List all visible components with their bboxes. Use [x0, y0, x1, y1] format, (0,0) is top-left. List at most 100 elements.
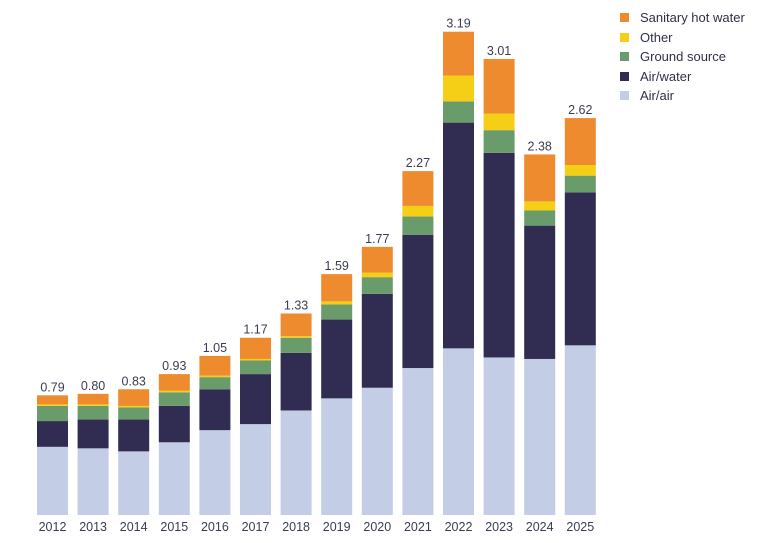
x-tick-label-2024: 2024 [526, 520, 554, 534]
total-label-2013: 0.80 [81, 379, 105, 393]
x-tick-label-2020: 2020 [363, 520, 391, 534]
bar-segment-other-2015 [158, 390, 190, 393]
bar-segment-air-water-2012 [37, 421, 68, 447]
legend-label: Other [640, 29, 673, 45]
bar-segment-air-water-2015 [158, 405, 190, 443]
bar-segment-air-air-2016 [199, 430, 231, 515]
bar-segment-ground-source-2024 [524, 210, 556, 226]
bar-segment-other-2012 [37, 404, 68, 406]
total-label-2022: 3.19 [446, 17, 470, 31]
bar-segment-other-2017 [240, 358, 271, 361]
bar-segment-air-air-2021 [402, 368, 434, 515]
total-label-2019: 1.59 [325, 259, 349, 273]
x-tick-label-2021: 2021 [404, 520, 432, 534]
legend-swatch [620, 91, 629, 101]
bar-segment-sanitary-hot-water-2014 [118, 389, 150, 406]
bar-segment-other-2025 [564, 165, 596, 176]
bar-segment-sanitary-hot-water-2022 [443, 31, 474, 76]
bar-segment-ground-source-2017 [240, 360, 271, 375]
legend-item-ground-source: Ground source [620, 47, 745, 67]
bar-segment-air-air-2018 [280, 410, 312, 515]
total-label-2014: 0.83 [122, 374, 146, 388]
bar-segment-sanitary-hot-water-2016 [199, 355, 231, 376]
bar-segment-sanitary-hot-water-2013 [77, 393, 109, 405]
bar-segment-sanitary-hot-water-2020 [361, 246, 393, 273]
x-tick-label-2015: 2015 [160, 520, 188, 534]
bar-segment-ground-source-2015 [158, 392, 190, 406]
bar-segment-sanitary-hot-water-2025 [564, 118, 596, 166]
legend-label: Ground source [640, 49, 726, 65]
bar-segment-air-water-2019 [321, 319, 353, 399]
bar-segment-other-2021 [402, 205, 434, 217]
legend-label: Sanitary hot water [640, 10, 745, 26]
legend-label: Air/air [640, 88, 674, 104]
legend-swatch [620, 52, 629, 62]
bar-segment-ground-source-2025 [564, 175, 596, 193]
bar-segment-air-air-2022 [443, 348, 474, 515]
total-label-2024: 2.38 [528, 139, 552, 153]
legend-item-sanitary-hot-water: Sanitary hot water [620, 8, 745, 28]
total-label-2018: 1.33 [284, 299, 308, 313]
bar-segment-air-air-2013 [77, 448, 109, 515]
x-tick-label-2018: 2018 [282, 520, 310, 534]
x-tick-label-2022: 2022 [445, 520, 473, 534]
x-tick-label-2025: 2025 [566, 520, 594, 534]
bar-segment-other-2013 [77, 404, 109, 406]
bar-segment-ground-source-2022 [443, 101, 474, 123]
legend-swatch [620, 71, 629, 81]
x-tick-label-2019: 2019 [323, 520, 351, 534]
legend-swatch [620, 32, 629, 42]
bar-segment-air-air-2023 [483, 357, 515, 515]
x-tick-label-2012: 2012 [39, 520, 67, 534]
bar-segment-ground-source-2018 [280, 337, 312, 353]
bar-segment-sanitary-hot-water-2021 [402, 171, 434, 206]
legend-label: Air/water [640, 68, 692, 84]
legend-item-air-air: Air/air [620, 86, 745, 106]
bar-segment-air-air-2025 [564, 345, 596, 515]
bar-segment-other-2020 [361, 272, 393, 278]
bar-segment-other-2016 [199, 375, 231, 378]
total-label-2017: 1.17 [243, 323, 267, 337]
bar-segment-ground-source-2023 [483, 130, 515, 153]
bar-segment-air-water-2018 [280, 352, 312, 411]
x-tick-label-2017: 2017 [242, 520, 270, 534]
bar-segment-sanitary-hot-water-2018 [280, 313, 312, 337]
total-label-2021: 2.27 [406, 156, 430, 170]
bar-segment-other-2014 [118, 405, 150, 408]
bar-segment-air-air-2014 [118, 451, 150, 515]
bar-segment-air-air-2017 [240, 424, 271, 515]
bar-segment-air-air-2020 [361, 387, 393, 515]
bar-segment-ground-source-2020 [361, 277, 393, 294]
x-tick-label-2013: 2013 [79, 520, 107, 534]
total-label-2015: 0.93 [162, 359, 186, 373]
x-tick-label-2014: 2014 [120, 520, 148, 534]
bar-segment-sanitary-hot-water-2015 [158, 374, 190, 391]
bar-segment-air-water-2013 [77, 419, 109, 449]
bar-segment-sanitary-hot-water-2019 [321, 274, 353, 302]
total-label-2016: 1.05 [203, 341, 227, 355]
bar-segment-air-water-2021 [402, 234, 434, 369]
total-label-2025: 2.62 [568, 103, 592, 117]
bar-segment-air-water-2025 [564, 192, 596, 346]
legend-item-other: Other [620, 28, 745, 48]
bar-segment-air-water-2017 [240, 374, 271, 425]
bar-segment-air-water-2020 [361, 293, 393, 388]
bar-segment-other-2018 [280, 336, 312, 338]
bar-segment-other-2019 [321, 301, 353, 305]
bar-segment-ground-source-2012 [37, 405, 68, 422]
bar-segment-sanitary-hot-water-2023 [483, 58, 515, 114]
bar-segment-air-water-2023 [483, 152, 515, 358]
x-tick-label-2016: 2016 [201, 520, 229, 534]
bar-segment-air-water-2022 [443, 122, 474, 349]
bar-segment-air-air-2019 [321, 398, 353, 515]
legend-item-air-water: Air/water [620, 67, 745, 87]
bar-segment-other-2022 [443, 75, 474, 102]
bar-segment-ground-source-2014 [118, 407, 150, 420]
bar-segment-ground-source-2016 [199, 377, 231, 390]
x-tick-label-2023: 2023 [485, 520, 513, 534]
bar-segment-air-water-2016 [199, 389, 231, 431]
legend-swatch [620, 13, 629, 23]
bar-segment-air-water-2014 [118, 419, 150, 452]
bar-segment-air-air-2012 [37, 446, 68, 515]
